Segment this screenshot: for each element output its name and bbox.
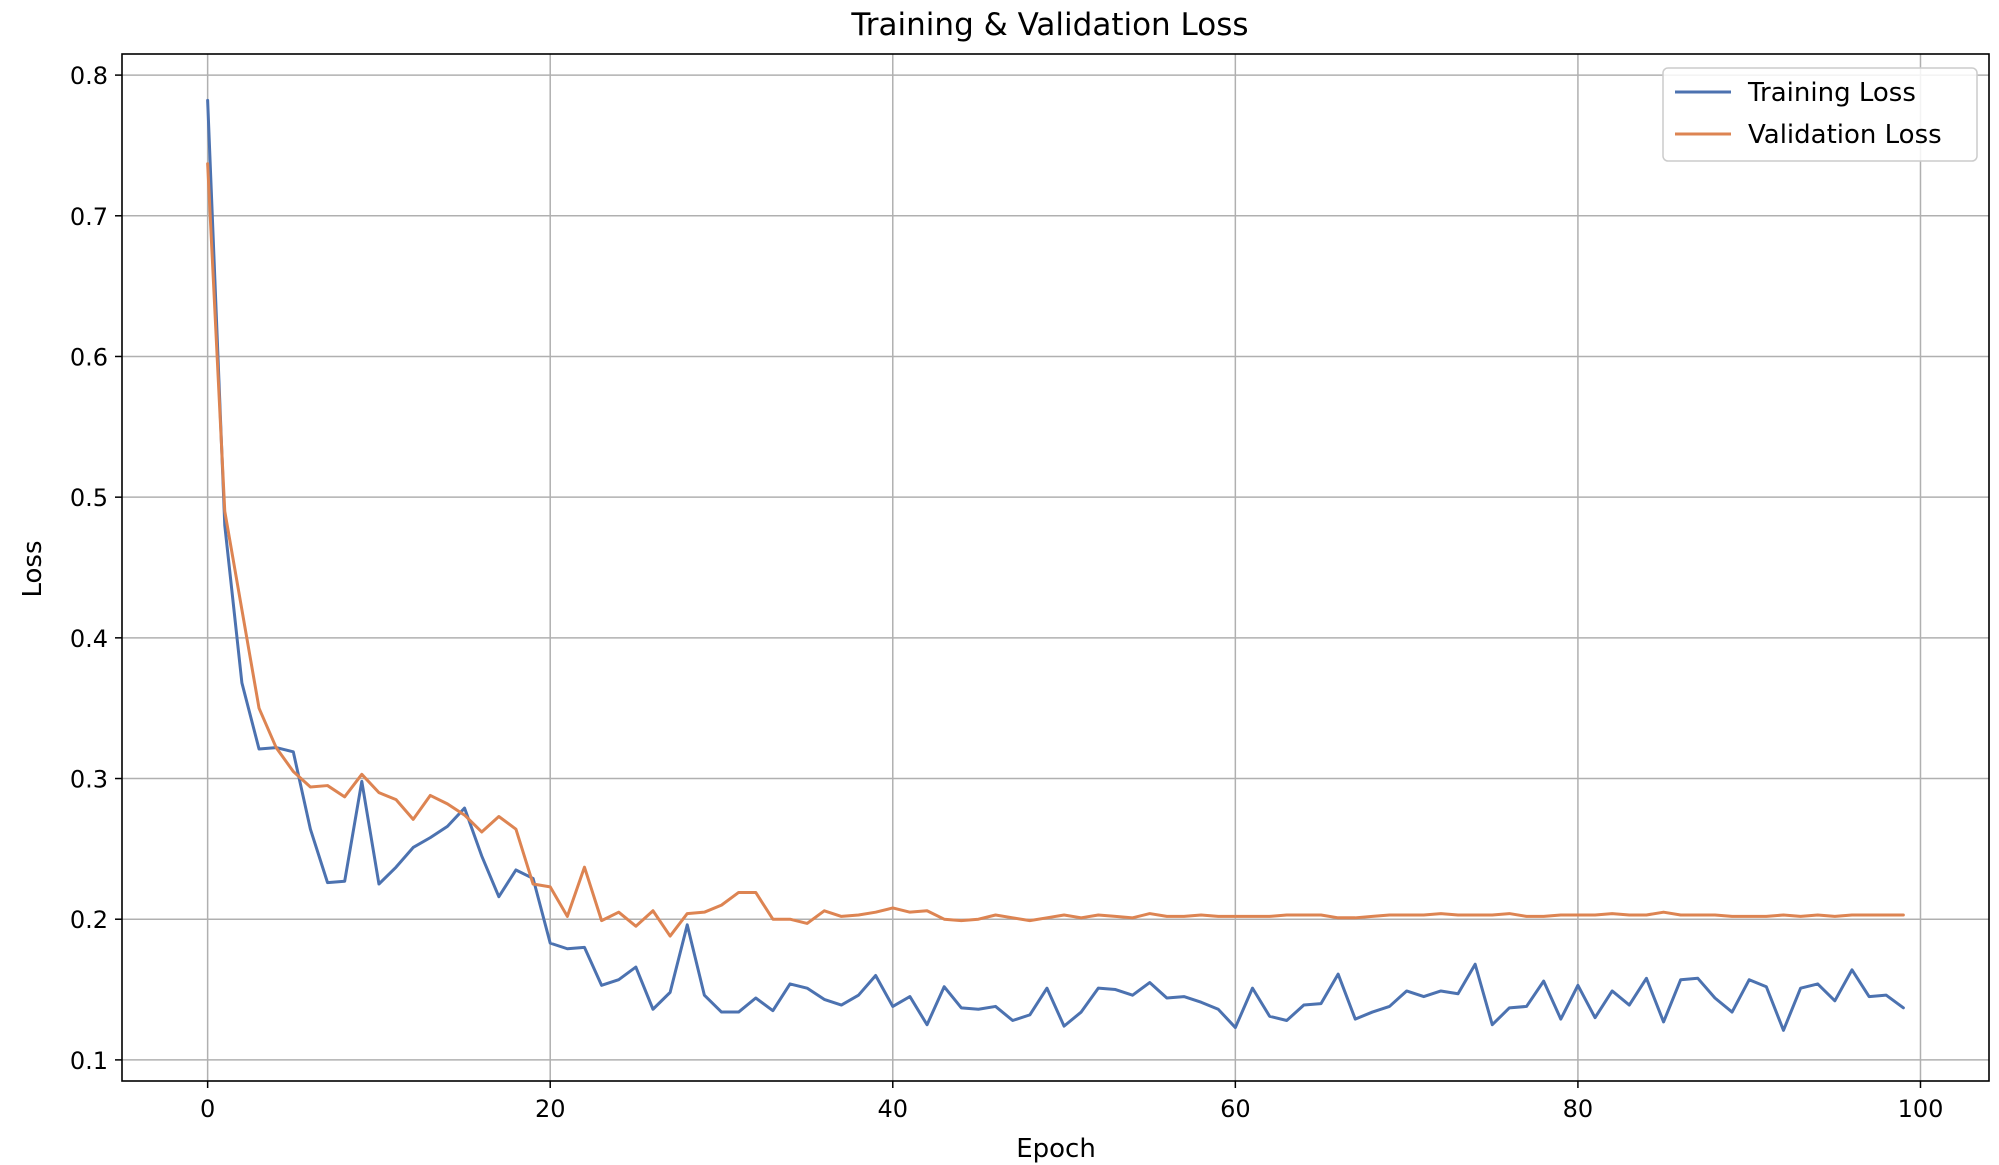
legend: Training Loss Validation Loss (1662, 67, 1978, 162)
x-tick-label: 60 (1220, 1095, 1251, 1123)
training-loss-line (206, 98, 1905, 1032)
y-tick-label: 0.1 (70, 1047, 108, 1075)
legend-label-validation: Validation Loss (1748, 120, 1942, 150)
x-tick-label: 0 (200, 1095, 215, 1123)
x-axis-label: Epoch (1016, 1134, 1096, 1164)
ticks: 0 20 40 60 80 100 0.1 0.2 0.3 0.4 0.5 0.6 0.7 0.8 (70, 62, 1944, 1123)
y-axis-label: Loss (18, 540, 48, 597)
y-tick-label: 0.5 (70, 484, 108, 512)
y-tick-label: 0.2 (70, 906, 108, 934)
validation-loss-line (206, 162, 1905, 938)
y-tick-label: 0.4 (70, 625, 108, 653)
y-tick-label: 0.6 (70, 343, 108, 371)
y-tick-label: 0.8 (70, 62, 108, 90)
y-tick-label: 0.3 (70, 766, 108, 794)
x-tick-label: 20 (535, 1095, 566, 1123)
series-layer (206, 98, 1905, 1032)
legend-label-training: Training Loss (1747, 78, 1916, 108)
y-tick-label: 0.7 (70, 203, 108, 231)
chart-title: Training & Validation Loss (850, 7, 1248, 43)
legend-box (1662, 67, 1978, 162)
plot-frame (121, 53, 1990, 1082)
x-tick-label: 40 (878, 1095, 909, 1123)
x-tick-label: 80 (1563, 1095, 1594, 1123)
x-tick-label: 100 (1898, 1095, 1944, 1123)
